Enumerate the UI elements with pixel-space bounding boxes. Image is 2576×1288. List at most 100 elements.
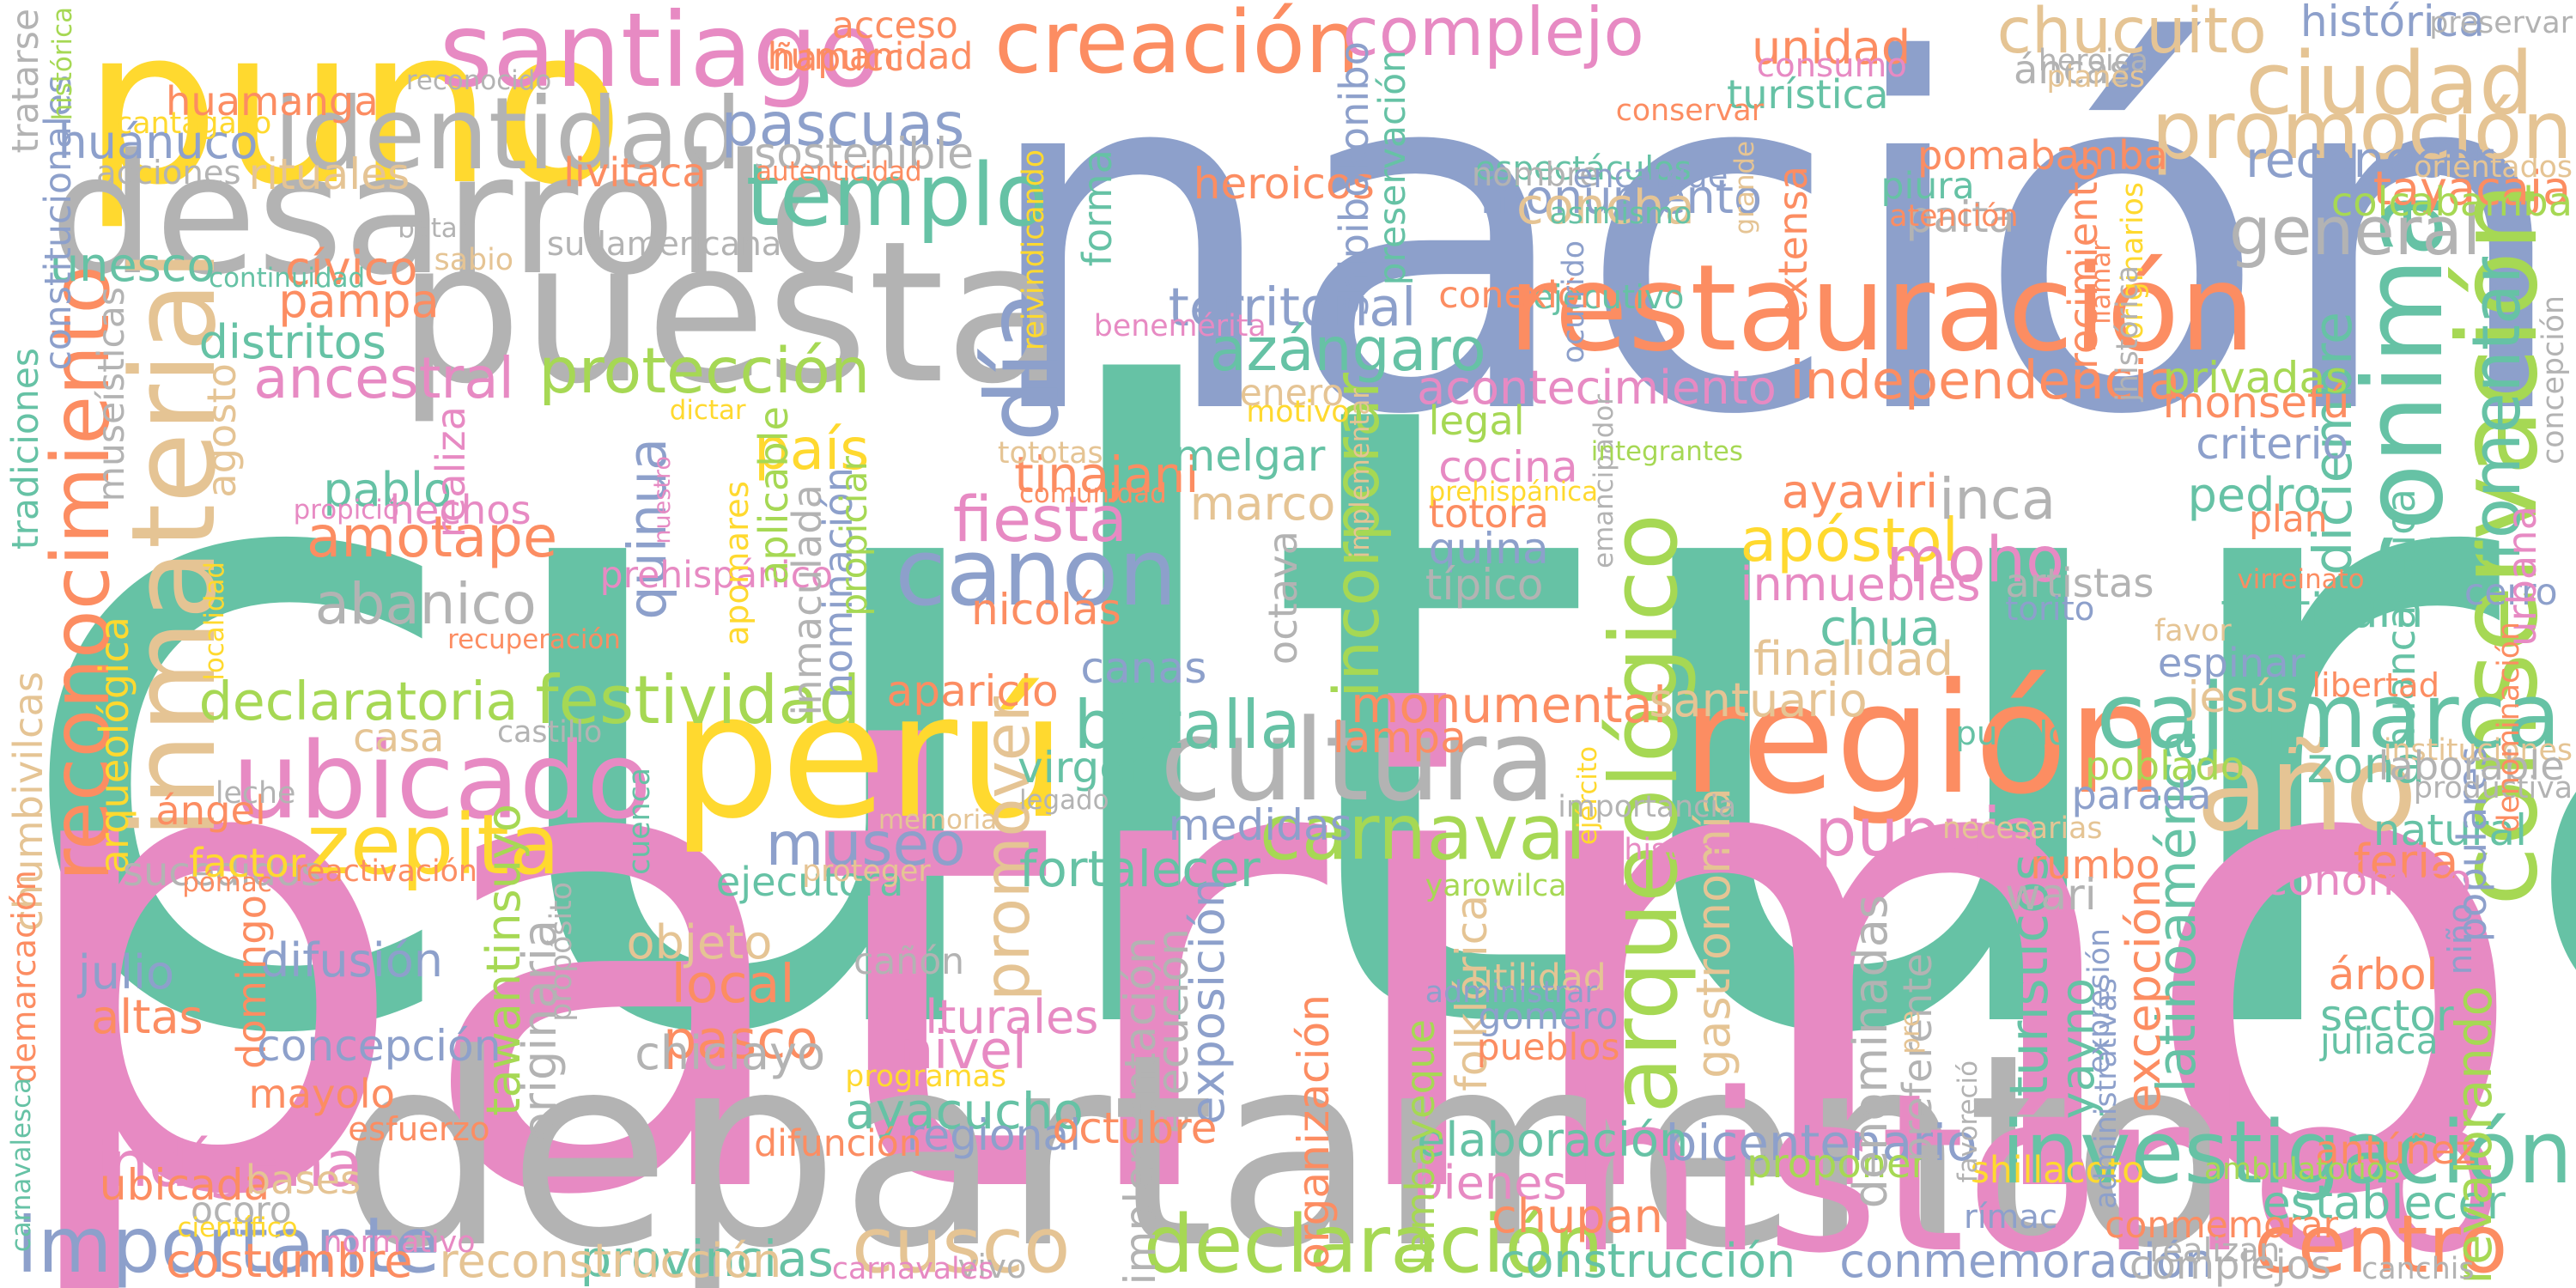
word-cloud-word: nicolás xyxy=(970,584,1121,635)
word-cloud-word: indígena xyxy=(91,1128,363,1202)
word-cloud-word: propiciar xyxy=(833,455,876,617)
word-cloud-word: altas xyxy=(91,990,204,1044)
word-cloud-word: acontecimiento xyxy=(1417,360,1777,415)
word-cloud-word: nivel xyxy=(899,1018,1027,1081)
word-cloud-word: museísticas xyxy=(91,286,133,502)
word-cloud-word: shipibokonibo xyxy=(1330,41,1377,317)
word-cloud-word: poblado xyxy=(2084,742,2245,789)
word-cloud-word: batalla xyxy=(1073,686,1301,764)
word-cloud-word: puesta xyxy=(398,198,1065,427)
word-cloud-word: conexión xyxy=(1438,275,1603,318)
word-cloud-word: acceso xyxy=(831,4,958,47)
word-cloud-word: territorial xyxy=(1168,276,1417,339)
word-cloud-word: general xyxy=(2228,192,2482,270)
word-cloud-word: promoción xyxy=(2151,84,2573,178)
word-cloud-word: monumento xyxy=(1479,169,1763,224)
word-cloud-word: restauración xyxy=(1508,238,2256,378)
word-cloud-word: excepción xyxy=(2117,878,2172,1113)
word-cloud-word: costumbre xyxy=(166,1233,413,1288)
word-cloud-word: fexticum xyxy=(2221,584,2424,639)
word-cloud-word: octava xyxy=(1259,530,1306,665)
word-cloud-word: necesarias xyxy=(1941,811,2103,846)
word-cloud-word: independencia xyxy=(1789,349,2181,412)
word-cloud-word: planes xyxy=(2046,60,2146,95)
word-cloud-word: carnaval xyxy=(1259,788,1587,878)
word-cloud-word: implementar xyxy=(1345,387,1376,558)
word-cloud-word: ejecutivo xyxy=(1533,278,1685,318)
word-cloud-word: país xyxy=(754,417,870,483)
word-cloud-word: carnavalesca xyxy=(5,1077,37,1252)
word-cloud-word: mayolo xyxy=(248,1070,395,1117)
word-cloud-word: instituciones xyxy=(2383,732,2573,768)
word-cloud-word: bicentenario xyxy=(1665,1113,1978,1172)
word-cloud-word: chua xyxy=(1820,598,1941,657)
word-cloud-word: emancipador xyxy=(1588,394,1619,569)
word-cloud-word: creación xyxy=(994,0,1360,93)
word-cloud-word: apóstol xyxy=(1740,507,1959,576)
word-cloud-word: ayaviri xyxy=(1781,465,1939,519)
word-cloud-word: preservar xyxy=(2429,5,2573,40)
word-cloud-word: productiva xyxy=(2413,771,2573,806)
word-cloud-word: huancavelica xyxy=(2378,489,2425,752)
word-cloud-word: jhistórica xyxy=(2110,264,2145,402)
word-cloud-word: propició xyxy=(293,495,399,526)
word-cloud-word: canas xyxy=(1080,641,1207,693)
word-cloud-word: prehispánico xyxy=(599,555,834,598)
word-cloud-word: quina xyxy=(1428,522,1549,574)
word-cloud-word: virreinato xyxy=(2237,564,2365,596)
word-cloud-word: complejo xyxy=(1342,0,1644,71)
word-cloud-word: artistas xyxy=(2005,560,2154,607)
word-cloud-word: legado xyxy=(1018,784,1109,816)
word-cloud-word: objeto xyxy=(626,915,773,970)
word-cloud-word: complejos xyxy=(2129,1241,2332,1288)
word-cloud-word: legal xyxy=(1428,398,1525,445)
word-cloud-word: identidad xyxy=(273,77,743,193)
word-cloud-word: nación xyxy=(977,0,2573,519)
word-cloud-word: concepción xyxy=(2536,295,2571,465)
word-cloud-word: cantagallo xyxy=(116,106,272,142)
word-cloud-word: ubicado xyxy=(232,720,652,844)
word-cloud-word: plan xyxy=(2249,498,2328,541)
word-cloud-word: consumo xyxy=(1756,46,1907,85)
word-cloud-word: departamento xyxy=(339,997,2233,1288)
word-cloud-word: patrimonio xyxy=(2,584,2576,1288)
word-cloud-word: enero xyxy=(1239,373,1345,416)
word-cloud-word: conmemoración xyxy=(1839,1233,2215,1288)
word-cloud-word: programas xyxy=(845,1060,1006,1095)
word-cloud-word: administrar xyxy=(1425,975,1597,1010)
word-cloud-word: proponer xyxy=(1747,1139,1928,1187)
word-cloud-word: agosto xyxy=(198,362,246,498)
word-cloud-word: ubicada xyxy=(99,1158,270,1210)
word-cloud-word: reconstrucción xyxy=(439,1233,782,1288)
word-cloud-word: conservar xyxy=(1615,93,1764,128)
word-cloud-word: integrantes xyxy=(1590,436,1744,468)
word-cloud-word: ambulatorios xyxy=(2203,1152,2401,1188)
word-cloud-word: castillo xyxy=(497,714,603,750)
word-cloud-word: templo xyxy=(745,144,1048,246)
word-cloud-word: conmemorar xyxy=(2105,1204,2339,1247)
word-cloud-word: inca xyxy=(1939,467,2057,533)
word-cloud-word: zepita xyxy=(307,796,561,894)
word-cloud-word: orientados xyxy=(2414,149,2573,185)
word-cloud-word: moho xyxy=(1886,523,2064,597)
word-cloud-word: yarowilca xyxy=(1425,869,1567,904)
word-cloud-word: histórica xyxy=(46,6,78,121)
word-cloud-word: vivo xyxy=(957,1248,1027,1287)
word-cloud-word: histórico xyxy=(1624,832,1753,867)
word-cloud-word: juliaca xyxy=(2320,1020,2439,1063)
word-cloud-word: tototas xyxy=(997,436,1103,471)
word-cloud-word: leche xyxy=(215,776,296,811)
word-cloud-word: denominadas xyxy=(1843,895,1898,1209)
word-cloud-word: difunción xyxy=(754,1123,922,1166)
word-cloud-word: importancia xyxy=(1558,789,1737,824)
word-cloud-word: pueblo xyxy=(1955,714,2069,753)
word-cloud-word: museo xyxy=(765,810,966,879)
word-cloud-word: esfuerzo xyxy=(348,1109,490,1149)
word-cloud-word: perú xyxy=(671,656,1067,857)
word-cloud-word: medidas xyxy=(1168,799,1352,851)
word-cloud-word: local xyxy=(671,952,795,1015)
word-cloud-word: recuperación xyxy=(447,623,621,655)
word-cloud-word: acciones xyxy=(95,154,241,193)
word-cloud-word: localidad xyxy=(199,562,231,681)
